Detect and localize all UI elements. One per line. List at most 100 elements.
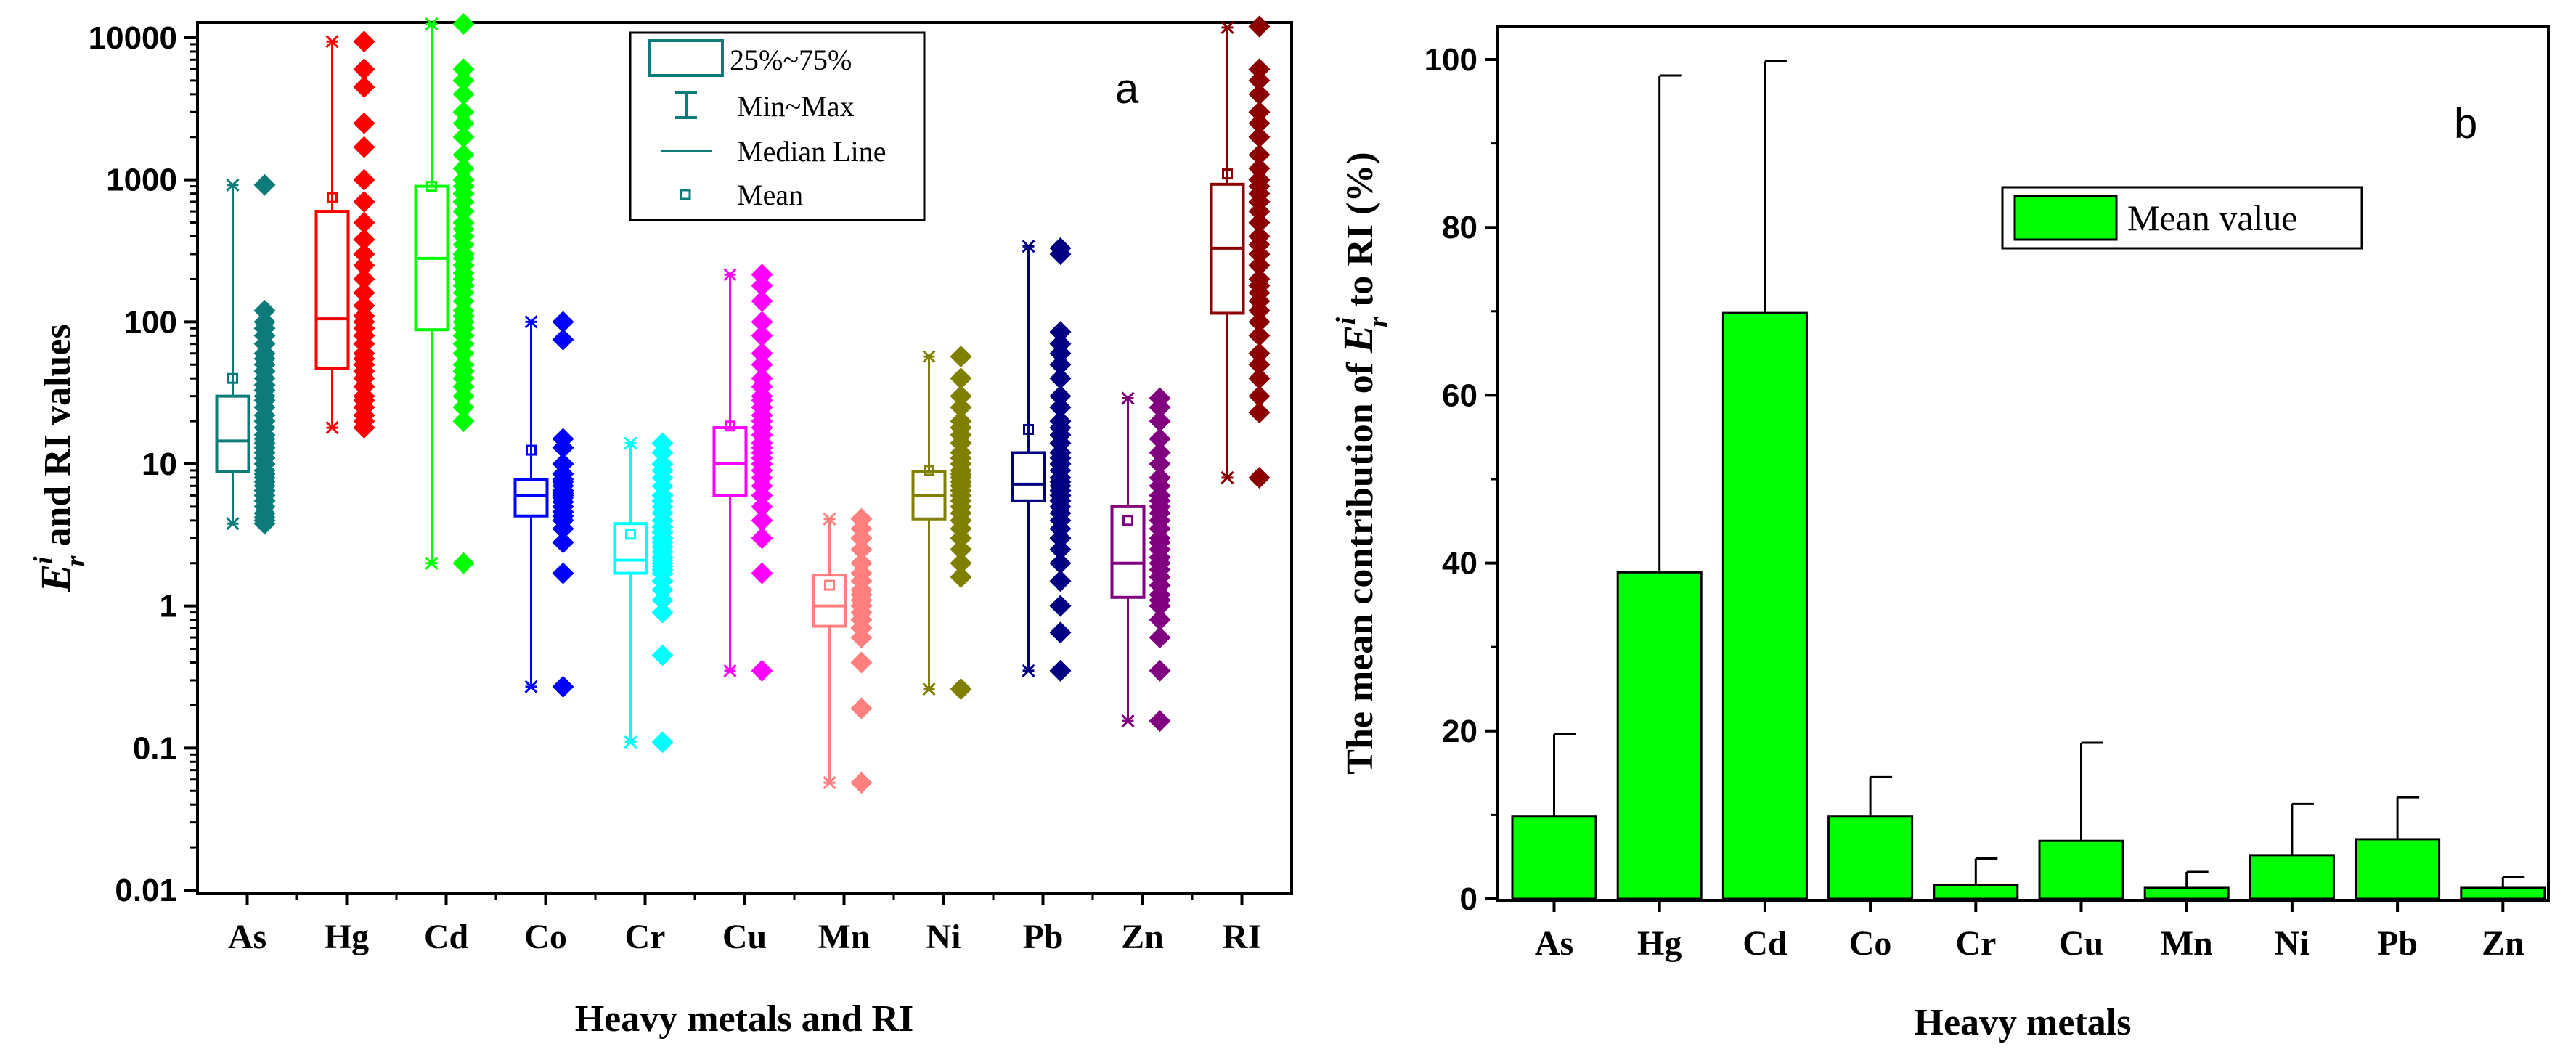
y-tick-label: 100 (124, 304, 177, 340)
panel-a-x-axis-title: Heavy metals and RI (575, 998, 914, 1040)
data-point-cd (452, 58, 475, 81)
data-point-mn (850, 538, 873, 560)
y-tick-label: 0 (1460, 881, 1477, 917)
data-point-zn (1149, 627, 1171, 649)
max-marker-ni (922, 350, 936, 364)
min-marker-cd (425, 556, 439, 570)
data-point-cd (452, 410, 475, 433)
mean-ri (1222, 168, 1233, 180)
bar-co (1827, 815, 1914, 900)
min-marker-zn (1121, 714, 1135, 728)
panel-a-ylabel-main: E (32, 564, 79, 593)
min-marker-mn (823, 776, 836, 790)
min-marker-pb (1022, 664, 1035, 677)
x-tick-label-cd: Cd (424, 918, 469, 956)
data-point-cu (751, 354, 773, 376)
data-point-ri (1248, 254, 1271, 277)
data-point-zn (1149, 387, 1171, 409)
x-tick-label-ri: RI (1223, 918, 1261, 956)
data-point-ni (950, 346, 972, 368)
data-point-cr (651, 731, 674, 754)
data-point-zn (1149, 441, 1171, 464)
data-point-hg (353, 112, 375, 134)
x-tick-label-as: As (228, 918, 266, 956)
y-tick-label: 10000 (89, 20, 177, 56)
data-point-zn (1149, 710, 1171, 733)
mean-hg (327, 192, 338, 203)
panel-a-boxplot: 0.01 0.1 1 10 100 1000 10000 As Hg Cd Co Cr Cu Mn Ni P… (28, 13, 1293, 1040)
data-point-hg (353, 268, 375, 290)
data-point-ri (1248, 15, 1271, 38)
data-point-hg (353, 30, 375, 53)
data-point-ni (950, 566, 972, 588)
data-point-pb (1049, 354, 1072, 376)
data-point-ri (1248, 211, 1271, 234)
min-marker-cu (723, 664, 737, 677)
data-point-mn (850, 552, 873, 574)
bar-cu (2038, 839, 2124, 900)
y-tick-label: 10 (142, 447, 177, 482)
data-point-zn (1149, 410, 1171, 433)
bar-zn (2460, 886, 2546, 900)
max-marker-cd (425, 17, 439, 31)
max-marker-co (524, 315, 538, 329)
data-point-cd (452, 144, 475, 166)
y-tick-label: 60 (1442, 378, 1477, 413)
data-point-ni (950, 367, 972, 390)
legend-mean-symbol (680, 189, 691, 200)
bar-cr (1933, 884, 2019, 900)
max-marker-zn (1121, 391, 1135, 405)
data-point-pb (1049, 659, 1072, 682)
x-tick-label-cr: Cr (625, 918, 666, 956)
y-tick-label: 0.1 (133, 730, 177, 766)
data-point-cu (751, 509, 773, 531)
y-tick-label: 40 (1442, 546, 1477, 582)
data-point-hg (353, 242, 375, 265)
bar-hg (1616, 571, 1703, 900)
data-point-co (552, 675, 574, 698)
box-cu (712, 426, 748, 497)
data-point-cd (452, 396, 475, 419)
panel-a-y-axis-title: Eir and RI values (28, 324, 91, 592)
panel-b-bars (1511, 60, 2546, 900)
data-point-ni (950, 678, 972, 701)
data-point-ri (1248, 311, 1271, 333)
panel-b-ylabel-post: to RI (%) (1340, 152, 1381, 317)
data-point-ri (1248, 342, 1271, 364)
data-point-pb (1049, 621, 1072, 644)
box-zn (1110, 505, 1146, 599)
data-point-ri (1248, 158, 1271, 180)
data-point-pb (1049, 538, 1072, 560)
data-point-ri (1248, 58, 1271, 81)
x-tick-label-ni: Ni (2275, 924, 2310, 963)
x-tick-label-pb: Pb (2377, 924, 2418, 963)
data-point-mn (850, 697, 873, 719)
data-point-cd (452, 101, 475, 123)
data-point-mn (850, 507, 873, 530)
data-point-ri (1248, 268, 1271, 290)
panel-b-ylabel-pre: The mean contribution of (1340, 353, 1381, 775)
data-point-hg (353, 58, 375, 81)
data-point-pb (1049, 570, 1072, 592)
data-point-zn (1149, 659, 1171, 682)
mean-mn (824, 579, 835, 591)
min-marker-as (226, 517, 240, 531)
data-point-cd (452, 13, 475, 36)
data-point-cu (751, 311, 773, 333)
x-tick-label-co: Co (524, 918, 567, 956)
panel-b-y-axis-title: The mean contribution of Eir to RI (%) (1331, 152, 1393, 774)
box-cr (613, 522, 648, 575)
data-point-ni (950, 538, 972, 560)
box-as (215, 394, 250, 473)
panel-a-data-points (253, 13, 1271, 794)
data-point-cu (751, 264, 773, 286)
box-co (513, 478, 549, 518)
x-tick-label-cd: Cd (1743, 924, 1788, 963)
x-tick-label-co: Co (1849, 924, 1892, 963)
data-point-cu (751, 495, 773, 518)
data-point-ri (1248, 354, 1271, 376)
data-point-zn (1149, 466, 1171, 489)
panel-a-x-ticks: As Hg Cd Co Cr Cu Mn Ni Pb Zn RI (228, 894, 1261, 956)
data-point-hg (353, 168, 375, 191)
